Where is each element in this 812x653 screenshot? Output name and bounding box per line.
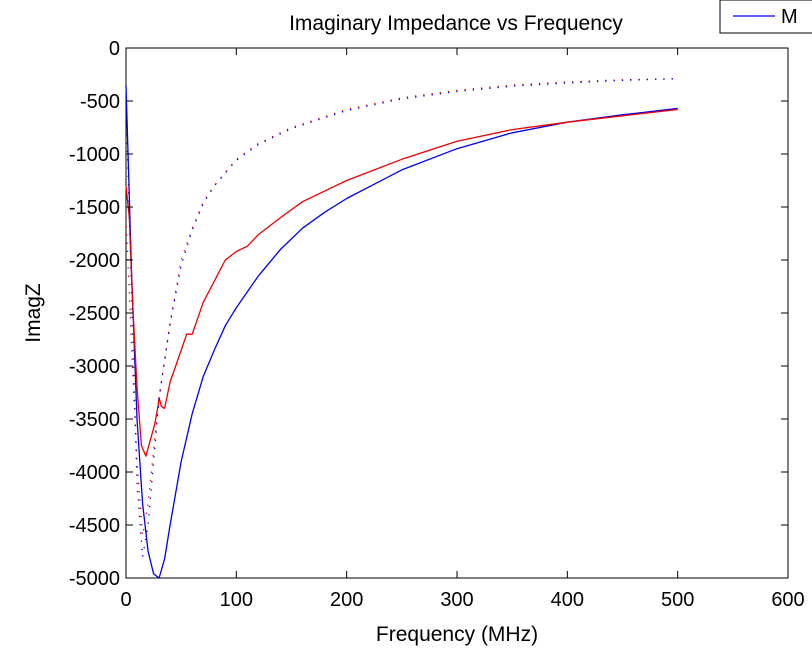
legend-entry: M (781, 6, 798, 28)
y-tick-label: -3500 (69, 409, 120, 431)
series-layer (125, 78, 678, 579)
x-tick-label: 200 (330, 589, 363, 611)
x-axis-title: Frequency (MHz) (376, 623, 538, 646)
y-tick-label: 0 (109, 38, 120, 60)
y-tick-label: -4000 (69, 462, 120, 484)
y-axis-title: ImagZ (22, 283, 45, 343)
y-tick-label: -1500 (69, 197, 120, 219)
y-tick-label: -4500 (69, 515, 120, 537)
y-tick-label: -500 (80, 91, 120, 113)
y-tick-label: -5000 (69, 568, 120, 590)
y-tick-label: -3000 (69, 356, 120, 378)
x-tick-label: 400 (551, 589, 584, 611)
tick-layer: 0 100 200 300 400 500 600 0 -500 -1000 -1500 -2000 -… (69, 38, 805, 611)
x-tick-label: 600 (771, 589, 804, 611)
y-tick-label: -2000 (69, 250, 120, 272)
series-line-1-solid (125, 85, 678, 579)
legend: M (719, 0, 812, 34)
y-tick-label: -2500 (69, 303, 120, 325)
x-tick-label: 300 (440, 589, 473, 611)
x-tick-label: 100 (220, 589, 253, 611)
y-tick-label: -1000 (69, 144, 120, 166)
plot-area (125, 47, 789, 579)
x-tick-label: 500 (661, 589, 694, 611)
x-tick-label: 0 (120, 589, 131, 611)
series-line-2-solid (125, 108, 678, 457)
chart-title: Imaginary Impedance vs Frequency (289, 12, 623, 35)
